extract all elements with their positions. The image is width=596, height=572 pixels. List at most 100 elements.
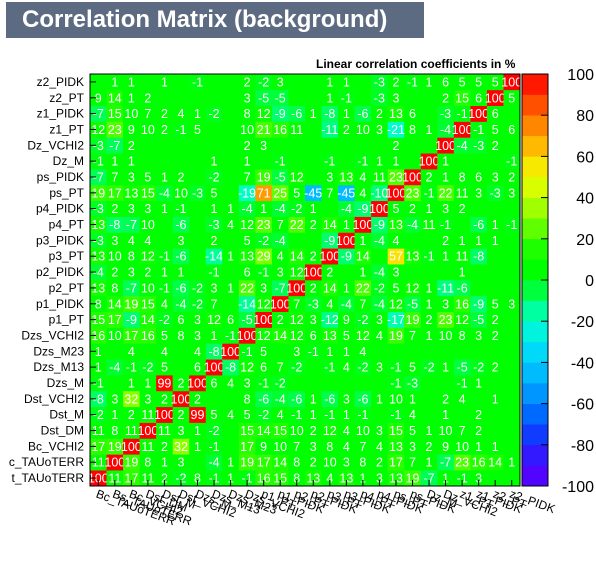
- heatmap-cell: [338, 390, 355, 408]
- cell-value: -3: [440, 107, 451, 121]
- cell-value: 3: [244, 377, 251, 391]
- y-tick-label: z1_PT: [49, 122, 84, 136]
- cell-value: -9: [374, 218, 385, 232]
- heatmap-cell: [139, 153, 157, 170]
- heatmap-cell: [305, 406, 322, 423]
- heatmap-cell: [371, 343, 388, 360]
- heatmap-cell: [437, 232, 455, 249]
- cell-value: 1: [194, 424, 201, 438]
- cell-value: 7: [211, 297, 218, 311]
- heatmap-cell: [420, 406, 438, 423]
- heatmap-cell: [123, 438, 140, 455]
- heatmap-cell: [305, 184, 322, 202]
- cell-value: 19: [240, 456, 254, 470]
- cell-value: 10: [323, 456, 337, 470]
- heatmap-cell: [189, 375, 207, 392]
- heatmap-cell: [139, 311, 157, 328]
- heatmap-cell: [486, 232, 504, 249]
- cell-value: -2: [159, 313, 170, 327]
- heatmap-cell: [222, 343, 240, 360]
- heatmap-cell: [371, 105, 388, 122]
- y-tick-label: Dzs_M: [47, 376, 84, 390]
- heatmap-cell: [321, 89, 339, 106]
- heatmap-cell: [387, 264, 405, 281]
- heatmap-cell: [371, 295, 388, 312]
- heatmap-cell: [321, 264, 339, 281]
- cell-value: 16: [455, 297, 469, 311]
- cell-value: 12: [257, 297, 271, 311]
- heatmap-cell: [156, 153, 173, 170]
- heatmap-cell: [222, 169, 240, 186]
- heatmap-cell: [222, 359, 240, 376]
- cell-value: 57: [389, 250, 403, 264]
- heatmap-cell: [288, 359, 306, 376]
- cell-value: 2: [310, 250, 317, 264]
- cell-value: -3: [374, 75, 385, 89]
- cell-value: 11: [158, 424, 171, 438]
- cell-value: 8: [459, 329, 466, 343]
- cell-value: 2: [343, 123, 350, 137]
- heatmap-cell: [453, 153, 471, 170]
- heatmap-cell: [205, 153, 223, 170]
- cell-value: -4: [242, 202, 253, 216]
- heatmap-cell: [371, 264, 388, 281]
- heatmap-cell: [156, 232, 173, 249]
- heatmap-cell: [271, 280, 289, 297]
- heatmap-cell: [139, 470, 157, 487]
- cell-value: 1: [343, 218, 350, 232]
- heatmap-cell: [503, 200, 521, 217]
- heatmap-cell: [404, 137, 422, 154]
- heatmap-cell: [139, 169, 157, 186]
- cell-value: 4: [409, 408, 416, 422]
- heatmap-cell: [338, 200, 355, 217]
- cell-value: -3: [93, 139, 104, 153]
- heatmap-cell: [387, 343, 405, 360]
- heatmap-cell: [156, 390, 173, 408]
- cell-value: 1: [161, 75, 168, 89]
- y-tick-label: p3_PT: [49, 249, 85, 263]
- cell-value: 22: [356, 281, 370, 295]
- cell-value: 100: [402, 171, 423, 185]
- cell-value: -4: [457, 139, 468, 153]
- cell-value: 4: [392, 234, 399, 248]
- cell-value: -1: [357, 408, 368, 422]
- z-tick-label: -100: [562, 479, 594, 496]
- cell-value: 12: [207, 313, 221, 327]
- cell-value: 1: [161, 202, 168, 216]
- heatmap-cell: [338, 232, 355, 249]
- heatmap-cell: [486, 390, 504, 408]
- heatmap-cell: [354, 153, 372, 170]
- cell-value: 10: [273, 440, 287, 454]
- heatmap-cell: [470, 105, 488, 122]
- cell-value: 12: [406, 281, 420, 295]
- cell-value: 15: [91, 313, 105, 327]
- cell-value: 100: [419, 155, 440, 169]
- heatmap-cell: [90, 280, 107, 297]
- cell-value: -6: [357, 392, 368, 406]
- heatmap-cell: [321, 232, 339, 249]
- cell-value: -1: [208, 472, 219, 486]
- heatmap-cell: [123, 375, 140, 392]
- heatmap-cell: [255, 454, 273, 471]
- heatmap-cell: [420, 327, 438, 344]
- heatmap-cell: [420, 311, 438, 328]
- cell-value: 10: [141, 123, 155, 137]
- heatmap-cell: [321, 438, 339, 455]
- heatmap-cell: [470, 248, 488, 265]
- cell-value: 16: [91, 329, 105, 343]
- cell-value: 3: [260, 139, 267, 153]
- cell-value: 3: [392, 266, 399, 280]
- heatmap-cell: [255, 422, 273, 439]
- heatmap-cell: [90, 359, 107, 376]
- heatmap-cell: [387, 311, 405, 328]
- heatmap-cell: [90, 422, 107, 439]
- heatmap-cell: [453, 422, 471, 439]
- heatmap-cell: [486, 200, 504, 217]
- heatmap-cell: [305, 390, 322, 408]
- heatmap-cell: [205, 264, 223, 281]
- heatmap-cell: [189, 470, 207, 487]
- heatmap-cell: [453, 438, 471, 455]
- cell-value: 4: [194, 345, 201, 359]
- cell-value: 3: [376, 361, 383, 375]
- heatmap-cell: [139, 74, 157, 91]
